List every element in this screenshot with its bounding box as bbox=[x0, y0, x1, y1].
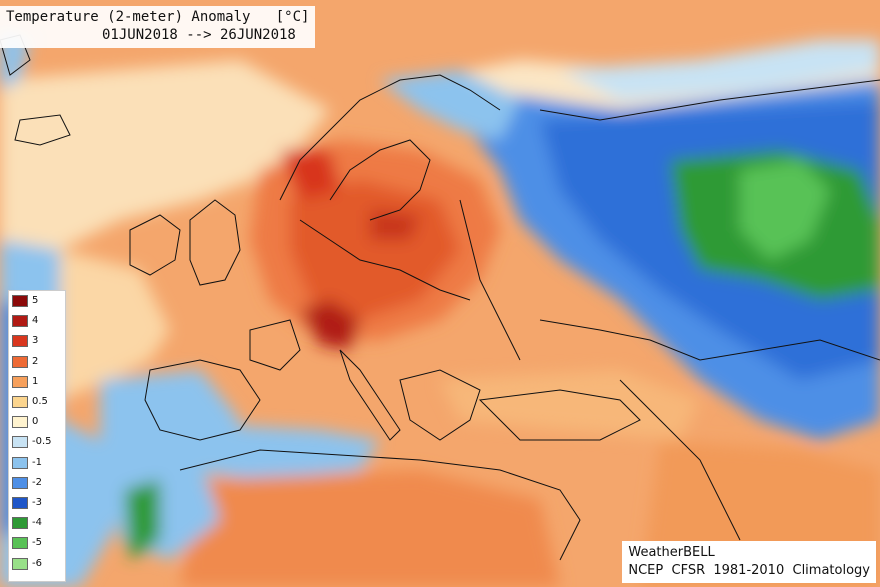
legend-swatch bbox=[12, 396, 28, 408]
legend-swatch bbox=[12, 315, 28, 328]
legend-label: -2 bbox=[32, 476, 42, 488]
legend-entry: -1 bbox=[12, 456, 42, 469]
legend-label: -6 bbox=[32, 557, 42, 569]
legend-label: 3 bbox=[32, 335, 39, 347]
legend-swatch bbox=[12, 497, 28, 509]
legend-swatch bbox=[12, 355, 28, 368]
legend-entry: 4 bbox=[12, 315, 39, 328]
legend-entry: -2 bbox=[12, 476, 42, 489]
legend-swatch bbox=[12, 335, 28, 348]
legend-entry: 0.5 bbox=[12, 396, 48, 408]
legend-label: 0 bbox=[32, 416, 39, 428]
source-credit: WeatherBELL bbox=[628, 545, 715, 560]
legend-entry: 0 bbox=[12, 416, 39, 429]
legend-entry: 1 bbox=[12, 375, 39, 388]
legend-label: -3 bbox=[32, 497, 42, 508]
date-range: 01JUN2018 --> 26JUN2018 bbox=[102, 27, 296, 43]
legend-swatch bbox=[12, 295, 28, 307]
legend-swatch bbox=[12, 517, 28, 530]
legend-entry: -5 bbox=[12, 537, 42, 550]
legend-label: -1 bbox=[32, 456, 42, 468]
legend-entry: -0.5 bbox=[12, 436, 52, 449]
legend-label: 1 bbox=[32, 375, 39, 387]
map-title: Temperature (2-meter) Anomaly [°C] bbox=[6, 9, 310, 25]
legend-entry: -3 bbox=[12, 497, 42, 509]
legend-swatch bbox=[12, 436, 28, 449]
color-legend: 5 4 3 2 1 0.5 0 -0.5 -1 -2 -3 -4 -5 -6 bbox=[8, 290, 66, 582]
legend-label: 0.5 bbox=[32, 396, 48, 407]
legend-swatch bbox=[12, 416, 28, 429]
anomaly-field bbox=[0, 30, 880, 587]
coastlines bbox=[0, 34, 880, 561]
legend-label: -5 bbox=[32, 537, 42, 549]
credit-box: WeatherBELL NCEP CFSR 1981-2010 Climatol… bbox=[622, 541, 876, 583]
legend-swatch bbox=[12, 537, 28, 550]
legend-swatch bbox=[12, 456, 28, 469]
dataset-credit: NCEP CFSR 1981-2010 Climatology bbox=[628, 563, 870, 578]
legend-label: -0.5 bbox=[32, 436, 52, 448]
legend-swatch bbox=[12, 557, 28, 570]
legend-entry: -4 bbox=[12, 517, 42, 530]
legend-label: 4 bbox=[32, 315, 39, 327]
legend-entry: 3 bbox=[12, 335, 39, 348]
legend-entry: -6 bbox=[12, 557, 42, 570]
legend-swatch bbox=[12, 375, 28, 388]
map-title-box: Temperature (2-meter) Anomaly [°C] 01JUN… bbox=[0, 6, 316, 48]
legend-label: 5 bbox=[32, 295, 39, 306]
legend-swatch bbox=[12, 476, 28, 489]
legend-entry: 2 bbox=[12, 355, 39, 368]
legend-entry: 5 bbox=[12, 295, 38, 307]
legend-label: 2 bbox=[32, 355, 39, 367]
legend-label: -4 bbox=[32, 517, 42, 529]
